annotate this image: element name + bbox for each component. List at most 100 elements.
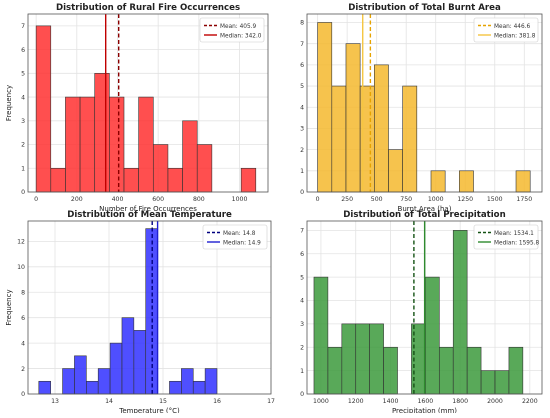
- y-tick-label: 3: [300, 126, 304, 133]
- histogram-bar: [35, 25, 52, 193]
- y-tick-label: 2: [21, 366, 25, 373]
- x-tick-label: 250: [341, 196, 353, 203]
- histogram-bar: [109, 96, 125, 193]
- histogram-bar: [97, 368, 111, 395]
- x-tick-label: 1750: [516, 196, 532, 203]
- histogram-bar: [331, 85, 347, 193]
- histogram-bar: [133, 330, 147, 395]
- histogram-bar: [65, 96, 81, 193]
- legend-label-mean: Mean: 1534.1: [494, 231, 534, 237]
- legend: Mean: 405.9 Median: 342.0: [199, 17, 265, 43]
- x-tick-label: 14: [105, 398, 113, 405]
- x-axis-label: Number of Fire Occurrences: [99, 205, 197, 213]
- y-tick-label: 2: [300, 147, 304, 154]
- x-tick-label: 1600: [417, 398, 433, 405]
- legend: Mean: 14.8 Median: 14.9: [202, 224, 268, 250]
- histogram-bar: [355, 323, 370, 395]
- histogram-bar: [383, 346, 398, 395]
- y-axis-label: Frequency: [5, 85, 13, 121]
- x-axis-label: Temperature (°C): [118, 407, 180, 413]
- histogram-bar: [341, 323, 357, 395]
- x-tick-label: 1800: [452, 398, 468, 405]
- x-axis-label: Burnt Area (ha): [398, 205, 452, 213]
- legend: Mean: 446.6 Median: 381.8: [473, 17, 539, 43]
- x-tick-label: 0: [316, 196, 320, 203]
- y-tick-label: 3: [300, 321, 304, 328]
- y-tick-label: 1: [300, 368, 304, 375]
- histogram-bar: [480, 370, 496, 395]
- axes-frame: [306, 13, 543, 193]
- x-tick-label: 800: [193, 196, 205, 203]
- y-tick-label: 5: [300, 83, 304, 90]
- histogram-bar: [196, 144, 213, 193]
- x-tick-label: 500: [371, 196, 383, 203]
- histogram-bar: [438, 346, 454, 395]
- legend-label-median: Median: 1595.8: [494, 240, 539, 246]
- x-tick-label: 200: [71, 196, 83, 203]
- x-tick-label: 1000: [428, 196, 444, 203]
- y-tick-label: 1: [300, 168, 304, 175]
- histogram-panel-3: 13 14 15 16 17 0 2 4 6 8 10 12 Distribution of Mean …: [5, 210, 275, 415]
- x-tick-label: 1000: [232, 196, 248, 203]
- histogram-bar: [317, 22, 333, 193]
- x-tick-label: 1200: [348, 398, 364, 405]
- y-tick-label: 0: [300, 391, 304, 398]
- x-tick-label: 1250: [457, 196, 473, 203]
- y-tick-label: 0: [21, 391, 25, 398]
- chart-title: Distribution of Rural Fire Occurrences: [56, 3, 240, 13]
- y-tick-label: 7: [300, 41, 304, 48]
- histogram-bar: [374, 64, 389, 193]
- y-tick-label: 2: [21, 142, 25, 149]
- x-tick-label: 1000: [313, 398, 329, 405]
- histogram-bar: [508, 346, 524, 395]
- legend-label-mean: Mean: 405.9: [220, 24, 256, 30]
- histogram-bar: [459, 170, 474, 193]
- histogram-bar: [425, 276, 440, 395]
- x-tick-label: 750: [400, 196, 412, 203]
- y-tick-label: 6: [21, 315, 25, 322]
- histogram-bar: [94, 73, 110, 193]
- histogram-bar: [145, 228, 158, 395]
- x-tick-label: 1400: [383, 398, 399, 405]
- y-tick-label: 7: [21, 23, 25, 30]
- x-tick-label: 400: [112, 196, 124, 203]
- y-tick-label: 7: [300, 228, 304, 235]
- legend-label-mean: Mean: 14.8: [223, 231, 256, 237]
- histogram-panel-4: 1000 1200 1400 1600 1800 2000 2200 0 1 2 3 4 5 6 7 Dist…: [300, 210, 543, 415]
- histogram-bar: [86, 380, 99, 395]
- x-tick-label: 17: [267, 398, 275, 405]
- legend-box: [199, 17, 265, 43]
- legend-label-median: Median: 14.9: [223, 240, 261, 246]
- x-tick-label: 16: [213, 398, 221, 405]
- histogram-bar: [181, 368, 194, 395]
- x-tick-label: 2000: [487, 398, 503, 405]
- y-tick-label: 5: [300, 274, 304, 281]
- y-tick-label: 4: [21, 94, 25, 101]
- histogram-bar: [204, 368, 218, 395]
- histogram-bar: [152, 144, 169, 193]
- axes-frame: [27, 220, 272, 395]
- histogram-bar: [121, 317, 135, 395]
- y-tick-label: 4: [300, 298, 304, 305]
- legend-label-median: Median: 381.8: [494, 33, 536, 39]
- histogram-bar: [240, 167, 257, 193]
- histogram-bar: [192, 380, 206, 395]
- y-tick-label: 5: [21, 71, 25, 78]
- histogram-bar: [313, 276, 329, 395]
- histogram-bar: [50, 167, 66, 193]
- histogram-bar: [109, 342, 123, 395]
- legend-box: [202, 224, 268, 250]
- x-tick-label: 1500: [487, 196, 503, 203]
- histogram-bar: [182, 120, 198, 193]
- histogram-panel-1: 0 200 400 600 800 1000 0 1 2 3 4 5 6 7 Distribution of…: [5, 3, 269, 213]
- x-tick-label: 0: [34, 196, 38, 203]
- x-tick-label: 2200: [522, 398, 538, 405]
- histogram-bar: [79, 96, 96, 193]
- histogram-bar: [369, 323, 384, 395]
- axes-frame: [27, 13, 269, 193]
- y-tick-label: 1: [21, 165, 25, 172]
- y-tick-label: 4: [300, 104, 304, 111]
- histogram-bar: [388, 149, 403, 193]
